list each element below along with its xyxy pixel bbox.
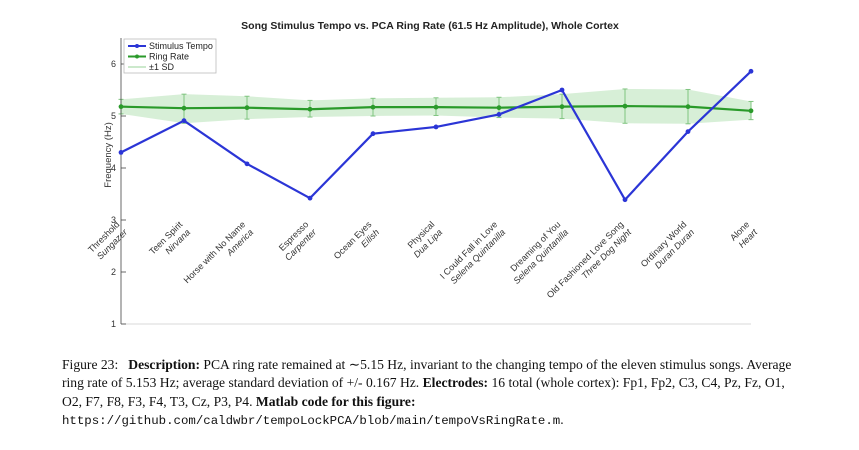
x-category-label: PhysicalDua Lipa <box>404 219 444 259</box>
legend-label: ±1 SD <box>149 62 174 72</box>
x-category-label: Ordinary WorldDuran Duran <box>639 219 697 277</box>
x-category-label: EspressoCarpenter <box>275 219 319 263</box>
y-tick-label: 6 <box>111 59 116 69</box>
stimulus-tempo-point <box>559 87 565 93</box>
caption-figure-label: Figure 23: <box>62 357 119 372</box>
caption-electrodes-text: 16 total (whole cortex): Fp1, Fp2, C3, C… <box>62 375 785 409</box>
legend-label: Ring Rate <box>149 52 189 62</box>
legend-label: Stimulus Tempo <box>149 41 213 51</box>
stimulus-tempo-point <box>748 68 754 74</box>
stimulus-tempo-point <box>496 112 502 117</box>
x-category-label: I Could Fall in LoveSelena Quintanilla <box>438 219 507 288</box>
y-tick-label: 5 <box>111 111 116 121</box>
y-tick-label: 2 <box>111 267 116 277</box>
x-category-label: AloneHeart <box>728 219 759 250</box>
ring-rate-point <box>370 104 376 110</box>
ring-rate-point <box>118 104 124 110</box>
x-category-title: Horse with No Name <box>182 219 248 285</box>
stimulus-tempo-point <box>181 118 187 124</box>
stimulus-tempo-point <box>118 150 124 155</box>
stimulus-tempo-point <box>433 124 439 130</box>
ring-rate-point <box>622 103 628 109</box>
stimulus-tempo-point <box>370 131 376 137</box>
x-category-label: Dreaming of YouSelena Quintanilla <box>504 219 571 286</box>
legend-marker <box>135 44 139 48</box>
y-tick-label: 4 <box>111 163 116 173</box>
ring-rate-point <box>496 105 502 111</box>
stimulus-tempo-point <box>622 197 628 203</box>
chart: Song Stimulus Tempo vs. PCA Ring Rate (6… <box>86 20 760 329</box>
caption-description-text: PCA ring rate remained at ∼5.15 Hz, inva… <box>62 357 792 391</box>
x-category-label: Teen SpiritNirvana <box>147 219 192 264</box>
x-category-label: Horse with No NameAmerica <box>182 219 256 293</box>
caption-code-label: Matlab code for this figure: <box>255 393 416 409</box>
legend-marker <box>135 54 139 59</box>
chart-title: Song Stimulus Tempo vs. PCA Ring Rate (6… <box>241 20 619 32</box>
y-tick-label: 1 <box>111 319 116 329</box>
ring-rate-point <box>181 105 187 111</box>
ring-rate-point <box>244 105 250 111</box>
stimulus-tempo-point <box>685 129 691 135</box>
y-tick-label: 3 <box>111 215 116 225</box>
ring-rate-point <box>559 104 565 110</box>
x-category-label: ThresholdSungazer <box>86 219 130 263</box>
caption-code-url[interactable]: https://github.com/caldwbr/tempoLockPCA/… <box>62 413 561 428</box>
figure-caption: Figure 23: Description: PCA ring rate rem… <box>62 356 802 430</box>
ring-rate-point <box>307 106 313 112</box>
ring-rate-point <box>433 104 439 110</box>
stimulus-tempo-point <box>244 161 250 167</box>
ring-rate-point <box>748 108 754 114</box>
stimulus-tempo-point <box>307 195 313 201</box>
y-axis-label: Frequency (Hz) <box>103 122 114 187</box>
plot-area: 1 2 3 4 5 6 Frequency (Hz) ThresholdSungazer Tee… <box>86 38 760 329</box>
ring-rate-point <box>685 104 691 110</box>
x-category-label: Ocean EyesEilish <box>332 219 382 269</box>
caption-description-label: Description: <box>128 357 200 372</box>
caption-end: . <box>560 411 564 427</box>
caption-electrodes-label: Electrodes: <box>422 375 489 391</box>
